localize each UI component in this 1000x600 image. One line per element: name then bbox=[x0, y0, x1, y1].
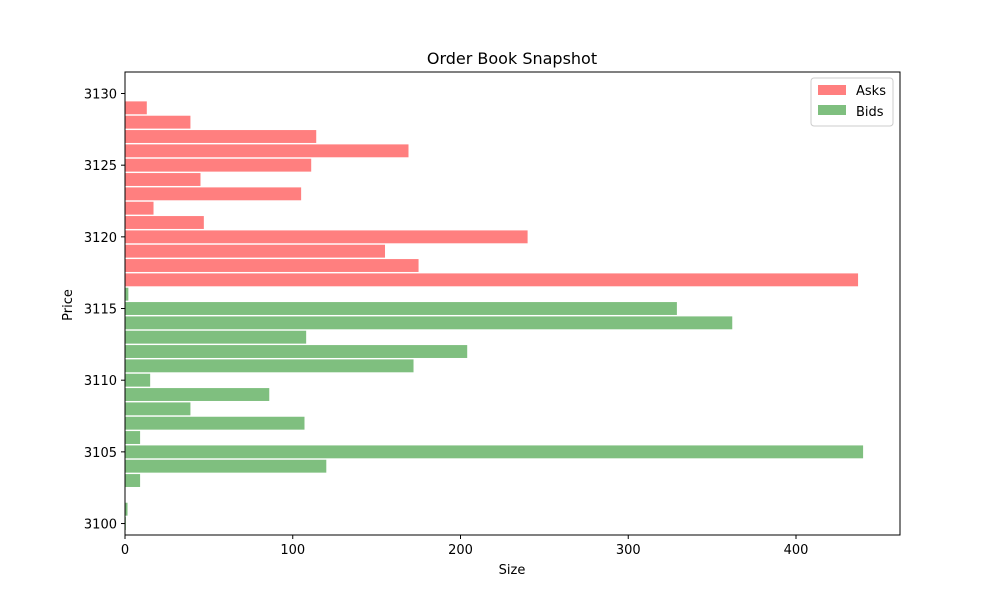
bids-bar bbox=[125, 416, 305, 430]
legend-swatch-asks bbox=[818, 85, 846, 95]
asks-bar bbox=[125, 144, 409, 158]
y-tick-label: 3110 bbox=[84, 374, 117, 389]
asks-bar bbox=[125, 259, 419, 272]
bids-bar bbox=[125, 388, 270, 401]
y-tick-label: 3130 bbox=[84, 88, 117, 103]
asks-bar bbox=[125, 201, 154, 215]
legend-label-asks: Asks bbox=[856, 84, 886, 99]
y-tick-label: 3100 bbox=[84, 518, 117, 533]
bids-bar bbox=[125, 502, 128, 516]
asks-bar bbox=[125, 173, 201, 186]
y-tick-label: 3125 bbox=[84, 159, 117, 174]
asks-bar bbox=[125, 216, 204, 229]
plot-frame bbox=[124, 71, 901, 536]
asks-bar bbox=[125, 244, 386, 258]
bids-bar bbox=[125, 431, 141, 444]
bids-bar bbox=[125, 373, 151, 387]
x-tick-label: 400 bbox=[784, 543, 809, 558]
y-tick-label: 3115 bbox=[84, 303, 117, 318]
plot-bars bbox=[125, 101, 864, 530]
x-tick-label: 100 bbox=[280, 543, 305, 558]
x-tick-label: 200 bbox=[448, 543, 473, 558]
legend: Asks Bids bbox=[810, 77, 894, 127]
bids-bar bbox=[125, 330, 307, 344]
asks-bar bbox=[125, 230, 528, 244]
x-tick-label: 300 bbox=[616, 543, 641, 558]
y-tick-label: 3105 bbox=[84, 446, 117, 461]
asks-bar bbox=[125, 273, 859, 287]
bids-bar bbox=[125, 316, 733, 330]
bids-bar bbox=[125, 445, 864, 459]
x-tick-label: 0 bbox=[121, 543, 129, 558]
asks-bar bbox=[125, 130, 317, 143]
bids-bar bbox=[125, 302, 677, 315]
bids-bar bbox=[125, 402, 191, 416]
asks-bar bbox=[125, 115, 191, 129]
bids-bar bbox=[125, 359, 414, 373]
legend-swatch-bids bbox=[818, 105, 846, 115]
x-axis-label: Size bbox=[499, 563, 526, 578]
chart-title: Order Book Snapshot bbox=[427, 49, 597, 68]
legend-label-bids: Bids bbox=[856, 105, 884, 120]
y-axis-label: Price bbox=[61, 289, 76, 321]
bids-bar bbox=[125, 287, 129, 301]
bids-bar bbox=[125, 459, 327, 473]
bids-bar bbox=[125, 345, 468, 358]
y-tick-label: 3120 bbox=[84, 231, 117, 246]
x-axis-ticks: 0 100 200 300 400 bbox=[121, 535, 809, 558]
y-axis-ticks: 3100 3105 3110 3115 3120 3125 3130 bbox=[84, 88, 125, 533]
asks-bar bbox=[125, 158, 312, 172]
bids-bar bbox=[125, 474, 141, 487]
asks-bar bbox=[125, 187, 302, 201]
asks-bar bbox=[125, 101, 147, 115]
